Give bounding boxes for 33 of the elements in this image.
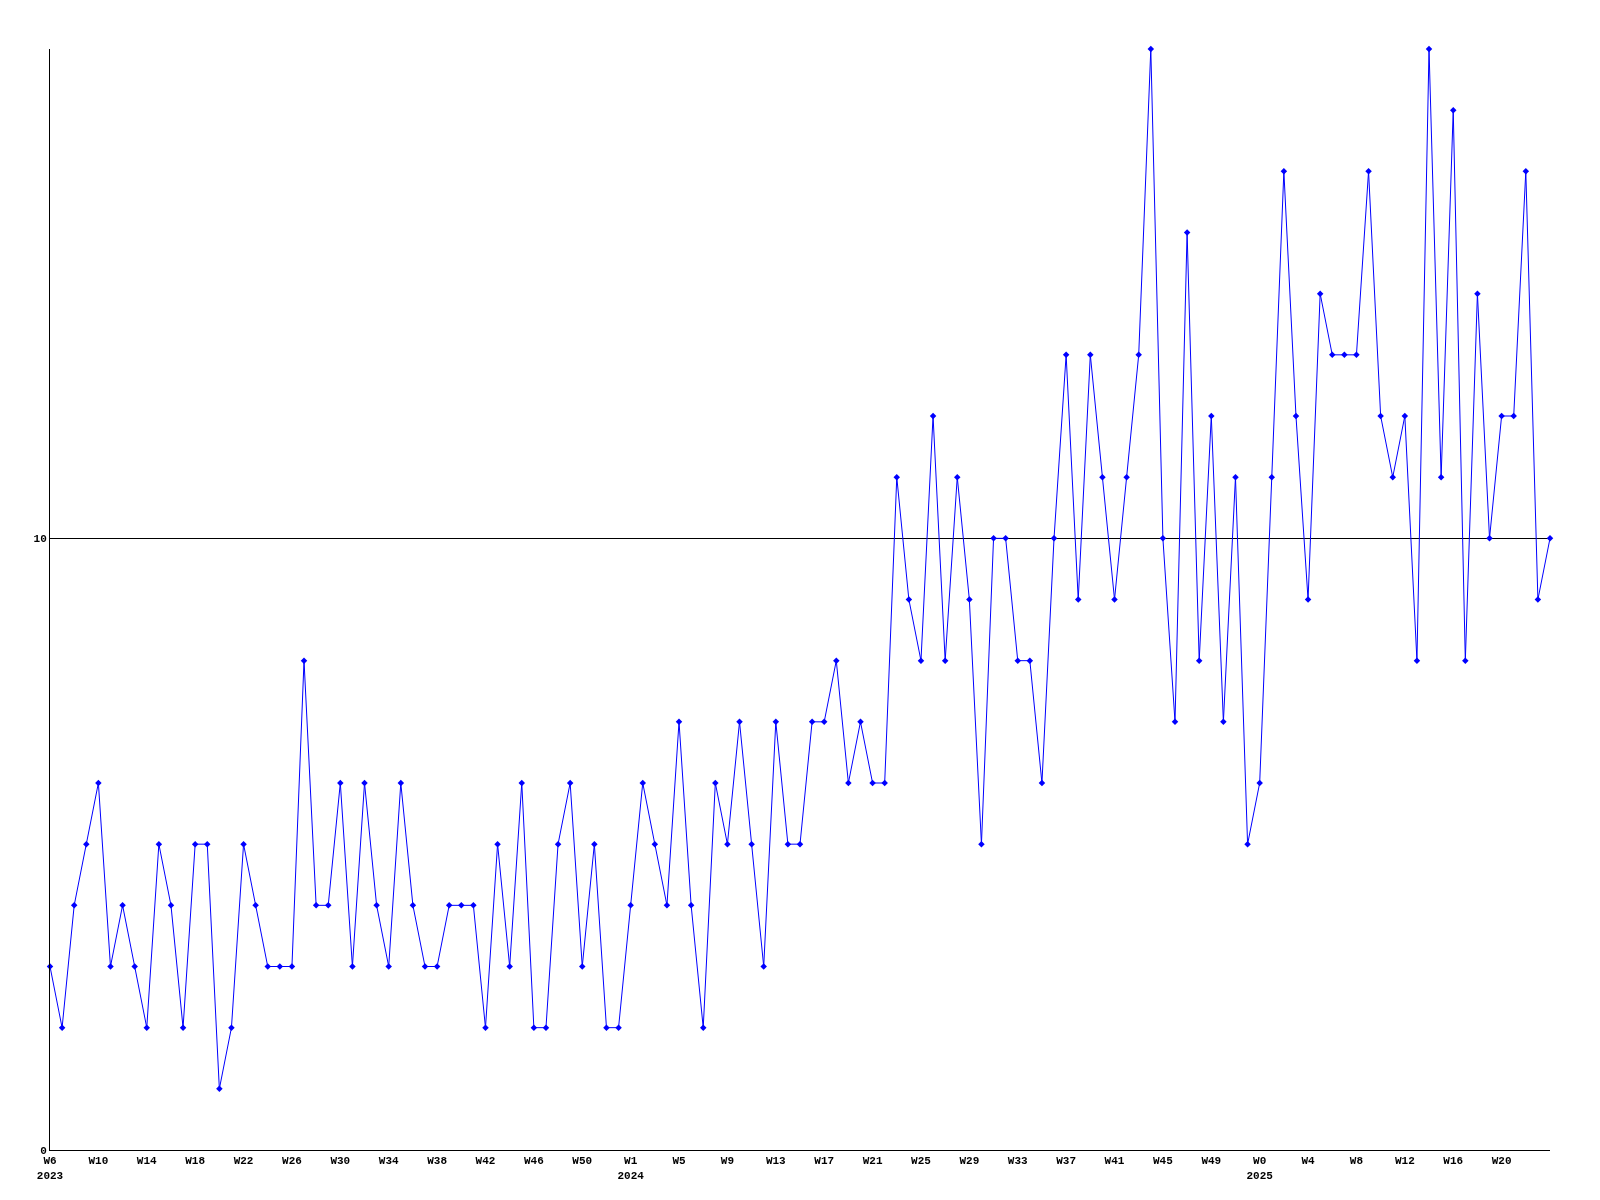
x-tick-label: W49 — [1201, 1155, 1222, 1168]
x-tick-label: W41 — [1104, 1155, 1125, 1168]
x-tick-label: W16 — [1443, 1155, 1464, 1168]
x-tick-label: W20 — [1491, 1155, 1512, 1168]
x-tick-label: W26 — [282, 1155, 302, 1168]
x-tick-label: W34 — [378, 1155, 400, 1168]
x-tick-label: W0 2025 — [1246, 1155, 1274, 1182]
x-tick-label: W42 — [475, 1155, 496, 1168]
x-tick-label: W29 — [959, 1155, 980, 1168]
x-tick-label: W21 — [862, 1155, 883, 1168]
x-tick-label: W13 — [765, 1155, 787, 1168]
x-tick-label: W18 — [185, 1155, 206, 1168]
x-tick-label: W33 — [1007, 1155, 1029, 1168]
x-tick-label: W17 — [814, 1155, 835, 1168]
x-tick-label: W45 — [1152, 1155, 1174, 1168]
x-tick-label: W9 — [720, 1155, 735, 1168]
x-tick-label: W8 — [1349, 1155, 1364, 1168]
x-tick-label: W37 — [1056, 1155, 1077, 1168]
x-tick-label: W14 — [136, 1155, 158, 1168]
x-tick-label: W38 — [427, 1155, 448, 1168]
x-tick-label: W10 — [88, 1155, 109, 1168]
x-tick-label: W50 — [572, 1155, 593, 1168]
x-tick-label: W25 — [911, 1155, 932, 1168]
x-tick-label: W5 — [672, 1155, 687, 1168]
x-tick-label: W1 2024 — [617, 1155, 645, 1182]
x-tick-label: W22 — [233, 1155, 254, 1168]
x-tick-label: W6 2023 — [36, 1155, 64, 1182]
x-tick-label: W12 — [1394, 1155, 1415, 1168]
x-tick-label: W30 — [330, 1155, 351, 1168]
y-tick-label: 10 — [33, 533, 47, 546]
x-tick-label: W4 — [1301, 1155, 1316, 1168]
x-tick-label: W46 — [523, 1155, 544, 1168]
y-tick-label: 0 — [40, 1144, 47, 1157]
